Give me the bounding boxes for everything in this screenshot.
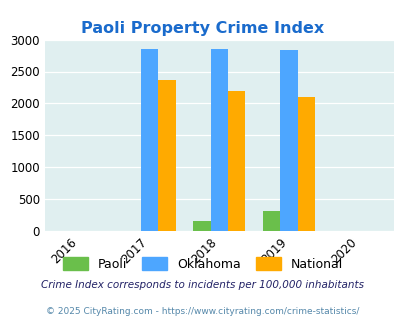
- Bar: [193, 221, 210, 231]
- Text: Crime Index corresponds to incidents per 100,000 inhabitants: Crime Index corresponds to incidents per…: [41, 280, 364, 290]
- Text: © 2025 CityRating.com - https://www.cityrating.com/crime-statistics/: © 2025 CityRating.com - https://www.city…: [46, 307, 359, 316]
- Bar: [210, 49, 228, 231]
- Legend: Paoli, Oklahoma, National: Paoli, Oklahoma, National: [58, 252, 347, 276]
- Text: Paoli Property Crime Index: Paoli Property Crime Index: [81, 21, 324, 36]
- Bar: [279, 50, 297, 231]
- Bar: [262, 211, 279, 231]
- Bar: [158, 81, 175, 231]
- Bar: [297, 97, 314, 231]
- Bar: [228, 91, 245, 231]
- Bar: [140, 49, 158, 231]
